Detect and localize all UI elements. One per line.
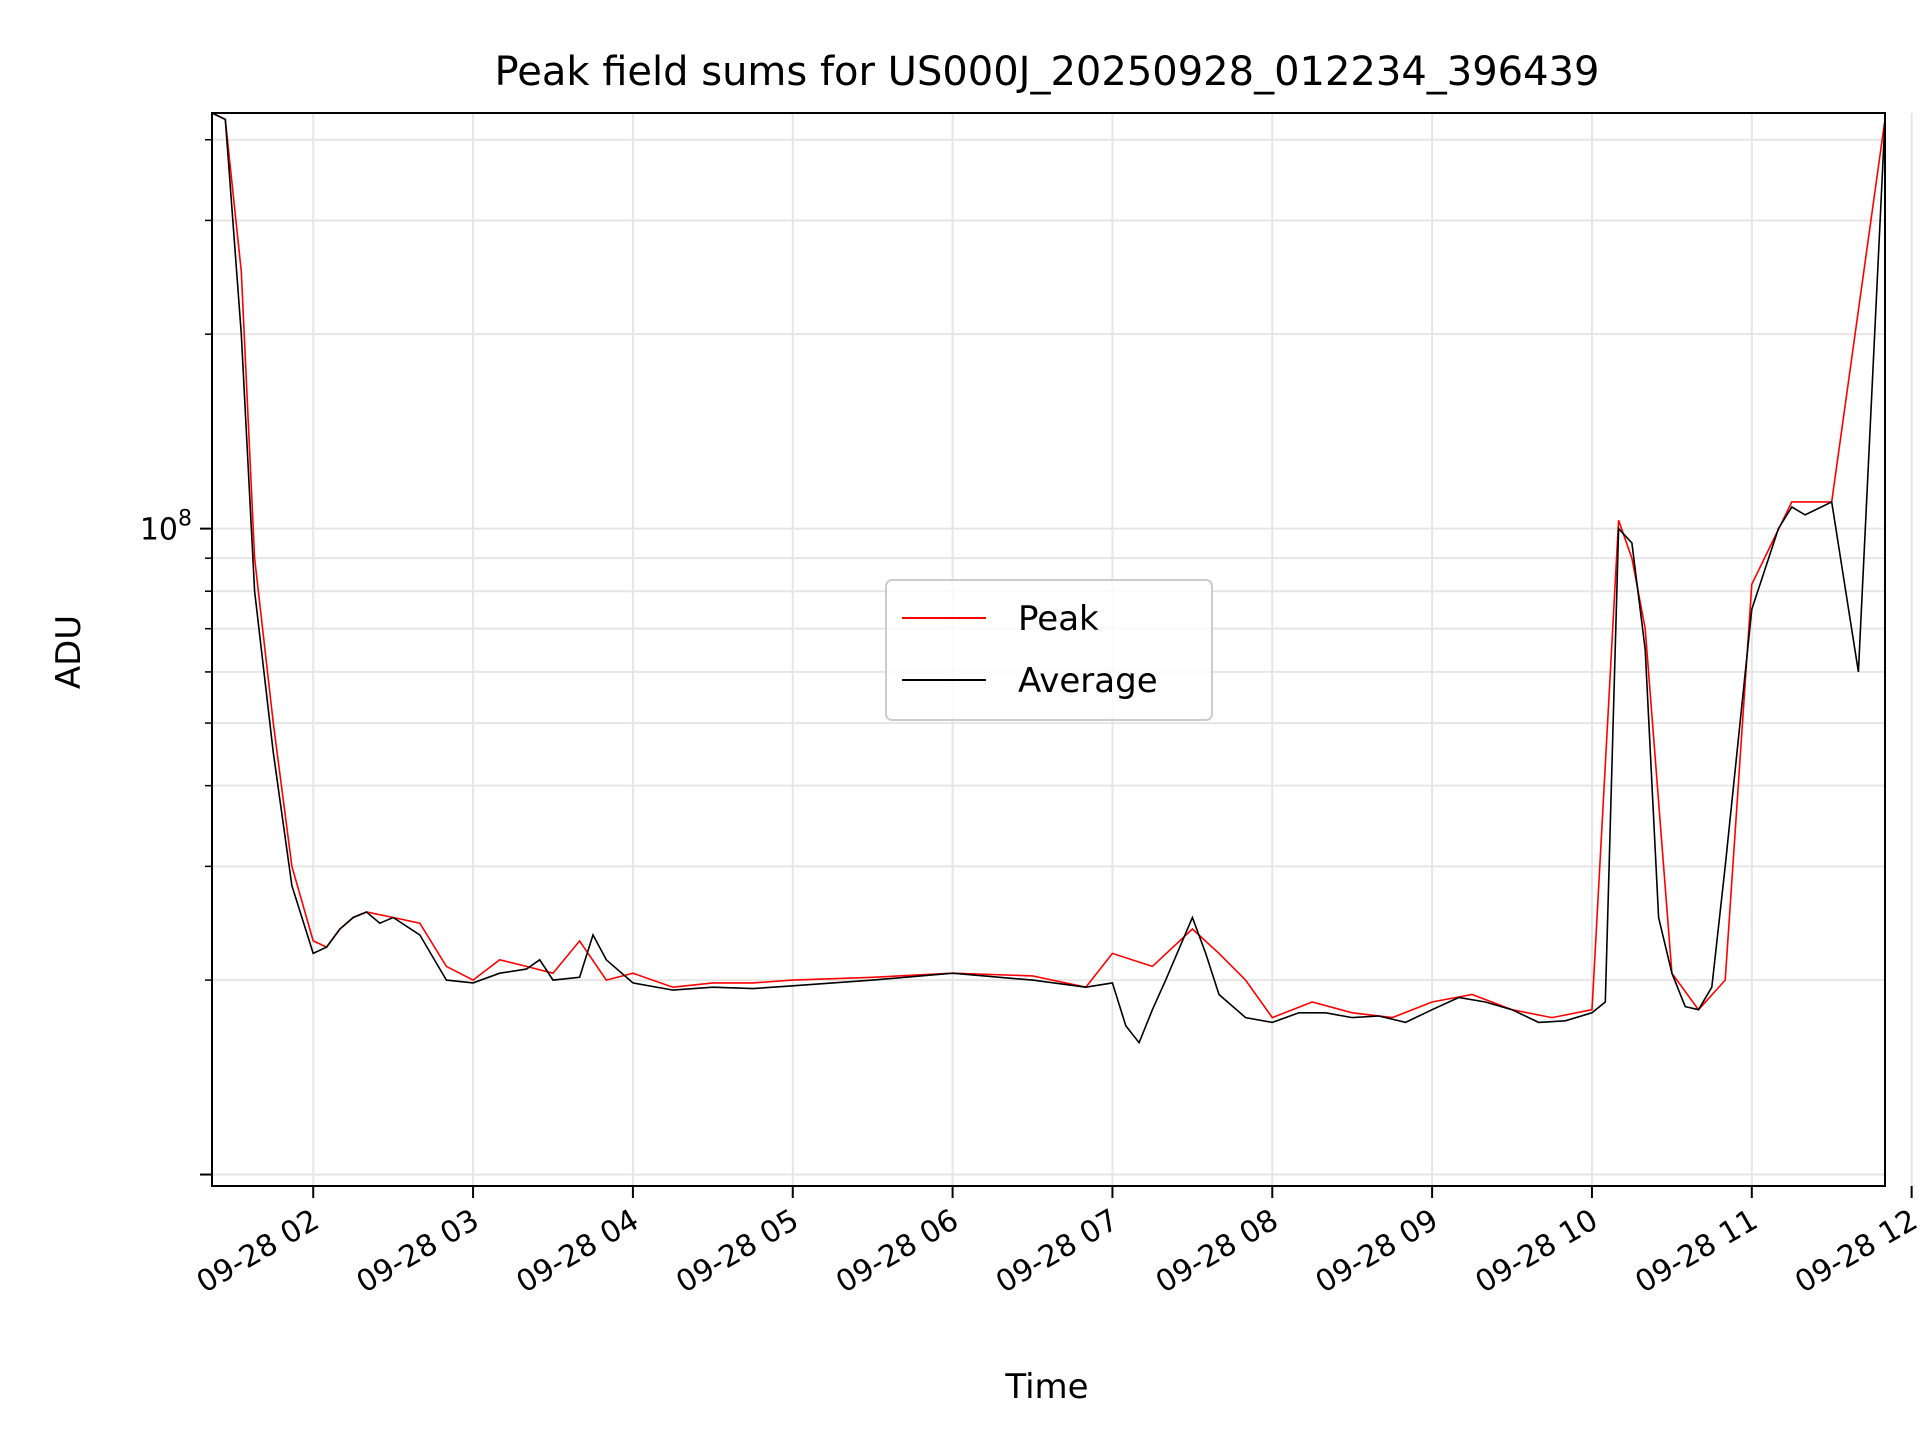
x-tick-label: 09-28 11 [1629,1203,1763,1301]
x-tick-label: 09-28 08 [1150,1203,1284,1301]
x-tick-label: 09-28 12 [1789,1203,1920,1301]
plot-frame [211,112,1886,1187]
legend: Peak Average [885,579,1213,721]
x-axis: 09-28 02 09-28 03 09-28 04 09-28 05 09-28 06… [191,1186,1920,1300]
legend-box [885,579,1213,721]
x-axis-label: Time [1004,1367,1088,1407]
legend-entry-average: Average [1018,661,1158,701]
x-tick-label: 09-28 02 [191,1203,325,1301]
y-axis: 108 [140,138,212,1176]
chart-title: Peak field sums for US000J_20250928_0122… [495,49,1600,95]
series-line-average [212,113,1885,1045]
x-tick-label: 09-28 10 [1470,1203,1604,1301]
x-tick-label: 09-28 04 [511,1203,645,1301]
x-tick-label: 09-28 09 [1310,1203,1444,1301]
x-tick-label: 09-28 05 [670,1203,804,1301]
y-tick-label: 108 [140,507,192,548]
x-tick-label: 09-28 07 [990,1203,1124,1301]
y-axis-label: ADU [49,615,89,689]
x-tick-label: 09-28 03 [351,1203,485,1301]
legend-entry-peak: Peak [1018,599,1099,639]
x-tick-label: 09-28 06 [830,1203,964,1301]
series-layer [212,113,1885,1045]
